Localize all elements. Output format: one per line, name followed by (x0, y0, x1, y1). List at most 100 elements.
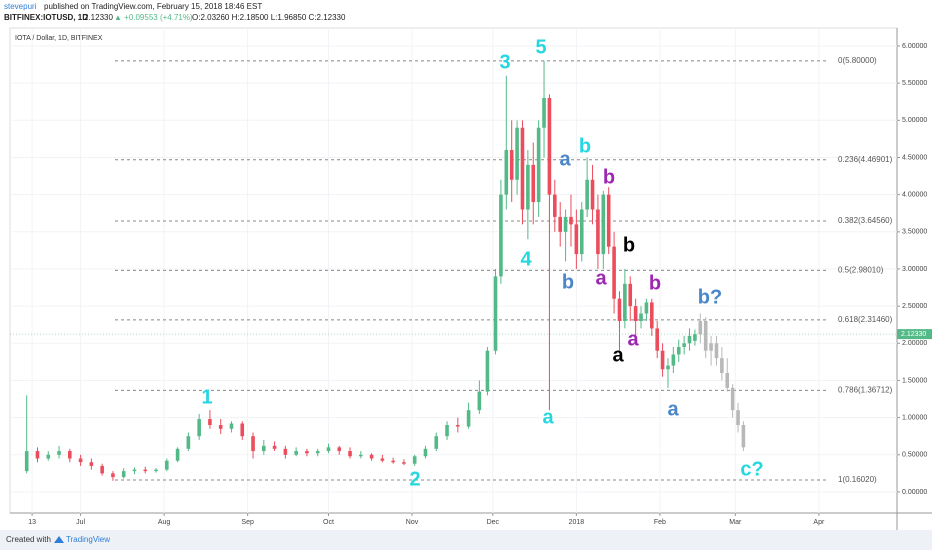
candle-body (612, 246, 616, 299)
wave-label: 1 (201, 386, 212, 408)
candle-body (380, 458, 385, 461)
fib-label: 0.382(3.64560) (838, 216, 893, 225)
candle-body (337, 447, 342, 452)
candle-body (617, 298, 622, 321)
publisher[interactable]: stevepuri (4, 2, 37, 11)
wave-label: a (542, 406, 554, 428)
wave-label: b (623, 234, 635, 256)
wave-label: 4 (520, 248, 532, 270)
y-tick-label: 1.00000 (902, 414, 927, 421)
last-price-label: 2.12330 (901, 331, 926, 338)
y-tick-label: 5.00000 (902, 117, 927, 124)
candle-body (35, 451, 40, 459)
y-tick-label: 5.50000 (902, 80, 927, 87)
y-tick-label: 3.00000 (902, 266, 927, 273)
fib-label: 0.236(4.46901) (838, 155, 893, 164)
candle-body (725, 373, 730, 388)
candle-body (412, 456, 417, 464)
candle-body (445, 425, 449, 437)
candle-body (693, 334, 697, 341)
candle-body (326, 447, 331, 452)
candle-body (175, 448, 180, 461)
fib-label: 0.786(1.36712) (838, 385, 893, 394)
candle-body (121, 471, 126, 478)
x-tick-label: Jul (76, 519, 85, 526)
candle-body (499, 194, 503, 277)
candle-body (89, 462, 94, 466)
candle-body (477, 391, 482, 411)
published: published on TradingView.com, February 1… (44, 2, 262, 11)
footer (0, 530, 932, 550)
y-tick-label: 0.00000 (902, 489, 927, 496)
y-tick-label: 3.50000 (902, 229, 927, 236)
candle-body (644, 302, 649, 314)
fib-label: 1(0.16020) (838, 475, 877, 484)
candle-body (633, 306, 638, 321)
candle-body (391, 460, 395, 463)
x-tick-label: Mar (729, 519, 742, 526)
candle-body (736, 410, 740, 426)
candle-body (100, 465, 104, 474)
candle-body (590, 179, 595, 210)
candle-body (601, 194, 606, 255)
candle-body (714, 343, 719, 359)
x-tick-label: Nov (406, 519, 419, 526)
symbol: BITFINEX:IOTUSD, 1D (4, 13, 88, 22)
candle-body (585, 179, 589, 210)
wave-label: a (627, 328, 639, 350)
candle-body (579, 209, 584, 255)
fib-label: 0.5(2.98010) (838, 266, 884, 275)
candle-body (57, 451, 61, 455)
candle-body (623, 283, 627, 321)
candle-body (671, 354, 676, 366)
candle-body (682, 343, 686, 347)
candle-body (655, 328, 659, 351)
candle-body (574, 224, 579, 255)
candle-body (240, 423, 245, 437)
candle-body (666, 365, 670, 370)
candle-body (504, 150, 509, 195)
candle-body (154, 469, 158, 472)
candle-body (720, 358, 724, 374)
candle-body (165, 460, 169, 470)
candle-body (402, 462, 406, 464)
wave-label: a (667, 398, 679, 420)
change: ▲ +0.09553 (+4.71%) (114, 13, 193, 22)
y-tick-label: 2.50000 (902, 303, 927, 310)
candle-body (526, 164, 530, 210)
candle-body (423, 448, 428, 457)
price: 2.12330 (84, 13, 113, 22)
wave-label: a (595, 267, 607, 289)
candle-body (132, 469, 137, 472)
wave-label: 3 (499, 51, 510, 73)
candle-body (229, 423, 234, 429)
candle-body (46, 454, 51, 459)
wave-label: b (603, 166, 615, 188)
footer-brand[interactable]: TradingView (66, 535, 110, 544)
candle-body (143, 469, 148, 472)
wave-label: a (612, 344, 624, 366)
candle-body (703, 320, 708, 351)
wave-label: c? (740, 458, 763, 480)
x-tick-label: 2018 (569, 519, 585, 526)
candle-body (563, 216, 568, 232)
y-tick-label: 6.00000 (902, 43, 927, 50)
fib-label: 0.618(2.31460) (838, 315, 893, 324)
wave-label: b? (698, 286, 722, 308)
candle-body (294, 451, 298, 455)
candle-body (660, 350, 665, 370)
candle-body (272, 445, 277, 449)
candle-body (628, 283, 633, 307)
x-tick-label: Oct (323, 519, 334, 526)
candle-body (456, 425, 460, 427)
candle-body (558, 216, 562, 232)
candle-body (24, 451, 29, 472)
candle-body (197, 419, 201, 437)
chart-title: IOTA / Dollar, 1D, BITFINEX (15, 35, 103, 42)
candle-body (78, 458, 83, 463)
candle-body (359, 454, 363, 457)
candle-body (515, 127, 519, 180)
x-tick-label: Feb (654, 519, 666, 526)
